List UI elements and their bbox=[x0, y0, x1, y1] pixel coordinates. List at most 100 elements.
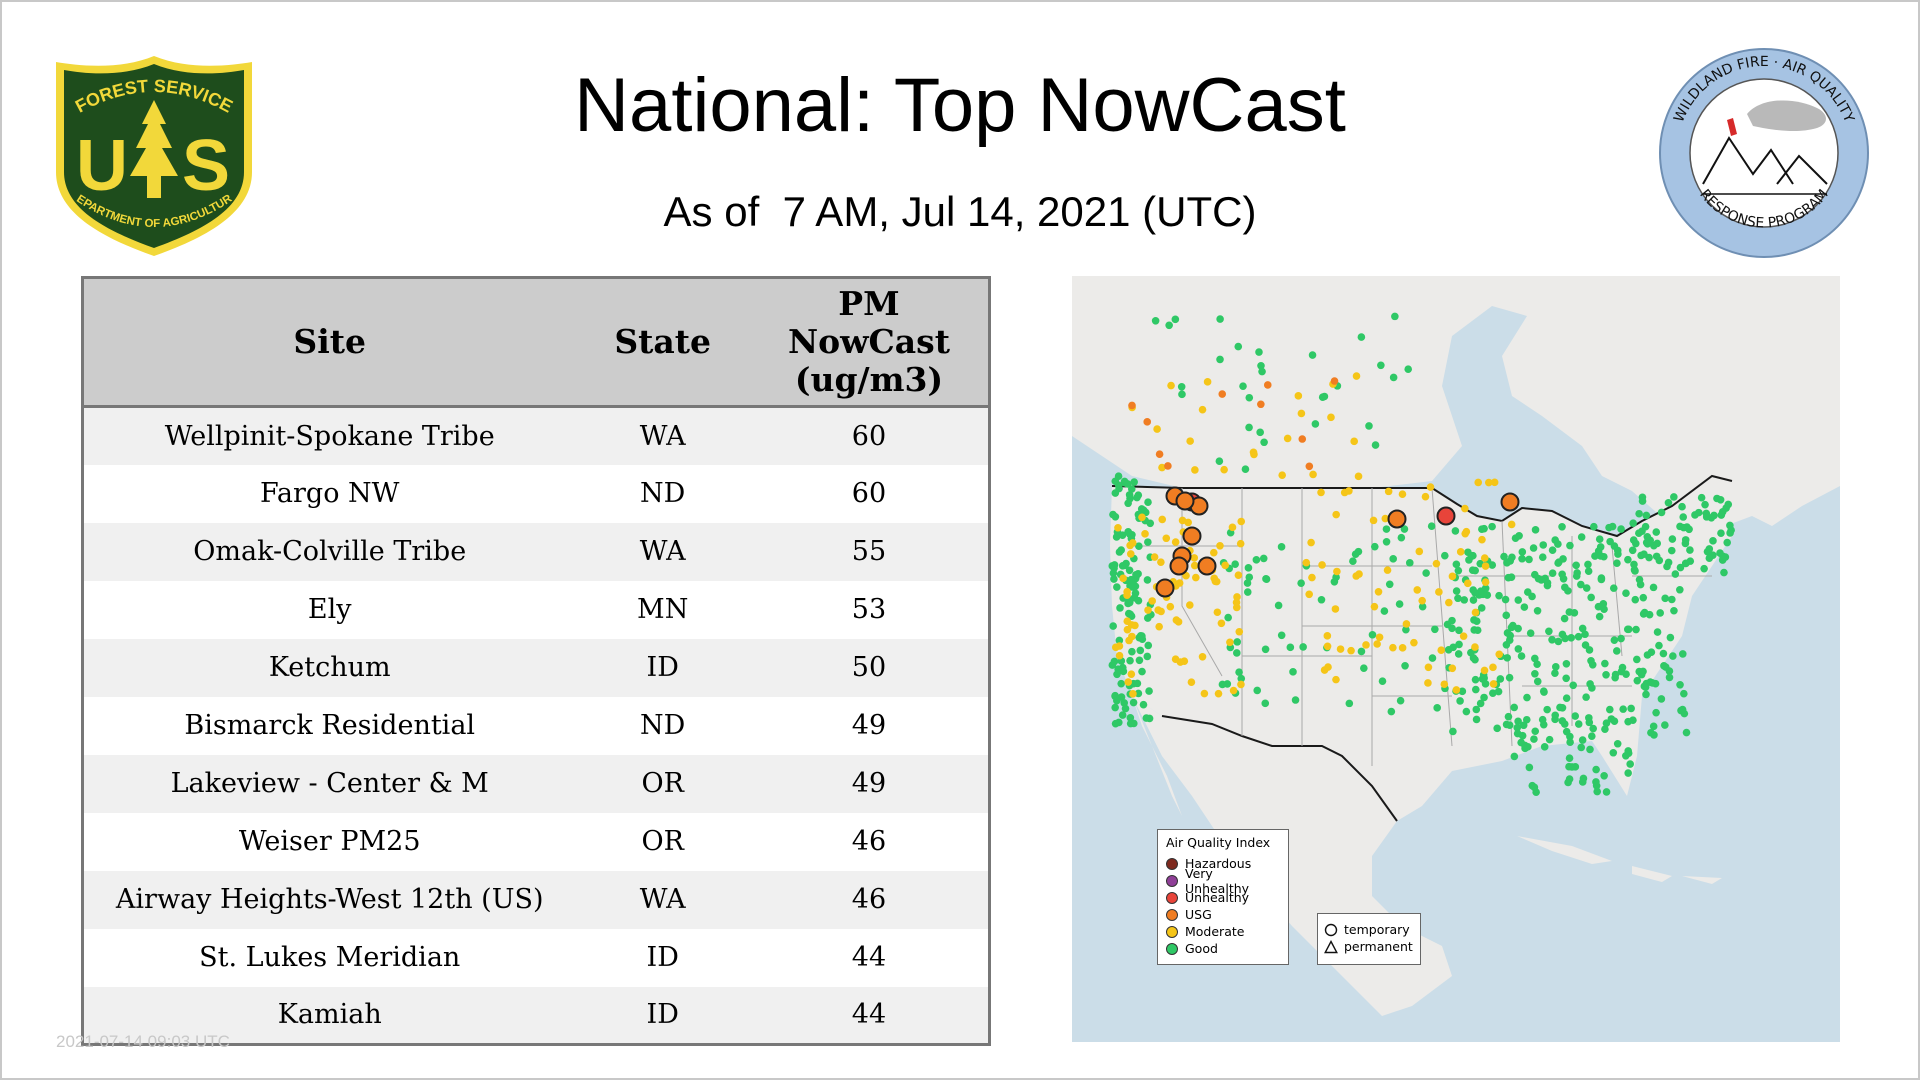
monitor-dot bbox=[1158, 515, 1167, 524]
monitor-dot bbox=[1157, 558, 1165, 566]
monitor-dot bbox=[1143, 652, 1152, 661]
monitor-dot bbox=[1488, 522, 1496, 531]
monitor-dot bbox=[1558, 717, 1567, 725]
page-subtitle: As of 7 AM, Jul 14, 2021 (UTC) bbox=[663, 188, 1257, 235]
monitor-dot bbox=[1395, 600, 1404, 608]
monitor-dot bbox=[1717, 529, 1725, 538]
legend-permanent: permanent bbox=[1324, 938, 1414, 955]
monitor-dot bbox=[1488, 561, 1497, 569]
monitor-dot bbox=[1389, 373, 1398, 382]
aqi-map[interactable]: Air Quality Index Hazardous Very Unhealth… bbox=[1072, 276, 1840, 1042]
monitor-dot bbox=[1125, 636, 1133, 645]
monitor-dot bbox=[1120, 699, 1129, 707]
monitor-dot bbox=[1136, 631, 1145, 640]
monitor-dot bbox=[1218, 390, 1227, 398]
monitor-dot bbox=[1198, 652, 1207, 661]
monitor-dot bbox=[1514, 624, 1522, 633]
monitor-dot bbox=[1622, 589, 1630, 597]
monitor-dot bbox=[1360, 664, 1368, 672]
monitor-dot bbox=[1566, 738, 1574, 747]
monitor-dot bbox=[1110, 575, 1118, 583]
monitor-dot bbox=[1235, 668, 1243, 676]
monitor-dot bbox=[1289, 668, 1297, 676]
monitor-dot bbox=[1138, 667, 1146, 676]
mountains-smoke-icon bbox=[1702, 100, 1828, 195]
monitor-dot bbox=[1633, 655, 1641, 664]
monitor-dot bbox=[1517, 652, 1526, 660]
monitor-dot bbox=[1380, 607, 1389, 615]
monitor-dot bbox=[1198, 405, 1207, 414]
monitor-dot bbox=[1513, 729, 1522, 738]
monitor-dot bbox=[1519, 721, 1528, 730]
legend-temporary-label: temporary bbox=[1344, 922, 1410, 937]
monitor-dot bbox=[1291, 696, 1300, 704]
monitor-dot bbox=[1667, 546, 1676, 555]
monitor-dot bbox=[1585, 718, 1594, 727]
monitor-dot bbox=[1368, 630, 1377, 639]
monitor-dot bbox=[1548, 569, 1557, 578]
monitor-dot bbox=[1126, 656, 1134, 665]
monitor-dot bbox=[1405, 559, 1414, 567]
monitor-dot bbox=[1585, 646, 1594, 654]
monitor-dot bbox=[1384, 487, 1393, 496]
monitor-dot bbox=[1245, 393, 1254, 402]
monitor-dot bbox=[1538, 715, 1547, 724]
monitor-dot bbox=[1113, 696, 1121, 705]
monitor-dot bbox=[1261, 645, 1270, 654]
monitor-dot bbox=[1452, 587, 1461, 595]
monitor-dot bbox=[1700, 564, 1708, 573]
monitor-dot bbox=[1126, 610, 1135, 619]
monitor-dot bbox=[1441, 551, 1449, 560]
monitor-dot bbox=[1515, 531, 1523, 540]
monitor-dot bbox=[1239, 382, 1247, 390]
monitor-dot bbox=[1705, 545, 1714, 553]
monitor-dot bbox=[1119, 663, 1127, 672]
cell-pm-value: 60 bbox=[749, 406, 990, 465]
monitor-dot bbox=[1628, 546, 1637, 555]
monitor-dot bbox=[1135, 656, 1144, 665]
monitor-dot bbox=[1115, 651, 1124, 660]
monitor-dot bbox=[1477, 604, 1486, 612]
monitor-dot bbox=[1686, 557, 1695, 565]
monitor-dot bbox=[1548, 546, 1557, 554]
monitor-dot bbox=[1573, 569, 1581, 577]
monitor-dot bbox=[1133, 493, 1141, 502]
table-row: Lakeview - Center & M OR 49 bbox=[82, 754, 990, 813]
cell-state: MN bbox=[575, 580, 750, 639]
monitor-dot bbox=[1109, 569, 1118, 578]
monitor-dot bbox=[1318, 561, 1326, 569]
monitor-dot bbox=[1501, 595, 1510, 604]
monitor-dot bbox=[1186, 437, 1194, 445]
monitor-dot bbox=[1636, 580, 1645, 589]
cell-state: ID bbox=[575, 928, 750, 987]
monitor-dot bbox=[1262, 575, 1270, 583]
legend-label: Good bbox=[1185, 941, 1218, 956]
monitor-dot bbox=[1383, 566, 1392, 574]
monitor-dot bbox=[1595, 535, 1604, 544]
monitor-dot bbox=[1123, 625, 1132, 634]
monitor-dot bbox=[1670, 493, 1678, 501]
monitor-dot bbox=[1595, 612, 1604, 621]
monitor-dot bbox=[1705, 554, 1714, 562]
monitor-dot bbox=[1502, 720, 1511, 729]
monitor-dot bbox=[1357, 647, 1366, 656]
monitor-dot bbox=[1252, 556, 1261, 564]
table-row: Omak-Colville Tribe WA 55 bbox=[82, 522, 990, 581]
monitor-dot bbox=[1317, 595, 1326, 604]
monitor-dot bbox=[1551, 536, 1559, 544]
monitor-dot bbox=[1214, 689, 1223, 698]
footer-date: 2021-07-14 09:03 UTC bbox=[56, 1032, 230, 1051]
legend-label: Very Unhealthy bbox=[1185, 865, 1250, 896]
monitor-dot bbox=[1465, 556, 1473, 564]
monitor-dot bbox=[1561, 583, 1569, 592]
monitor-dot bbox=[1424, 679, 1432, 687]
monitor-dot bbox=[1305, 462, 1314, 471]
monitor-dot bbox=[1234, 342, 1243, 351]
monitor-dot bbox=[1141, 530, 1149, 538]
monitor-dot bbox=[1136, 646, 1145, 655]
cell-site: Ely bbox=[82, 580, 576, 639]
monitor-dot bbox=[1435, 588, 1443, 596]
monitor-dot bbox=[1657, 695, 1666, 703]
monitor-dot bbox=[1514, 645, 1523, 653]
monitor-dot bbox=[1597, 575, 1606, 584]
